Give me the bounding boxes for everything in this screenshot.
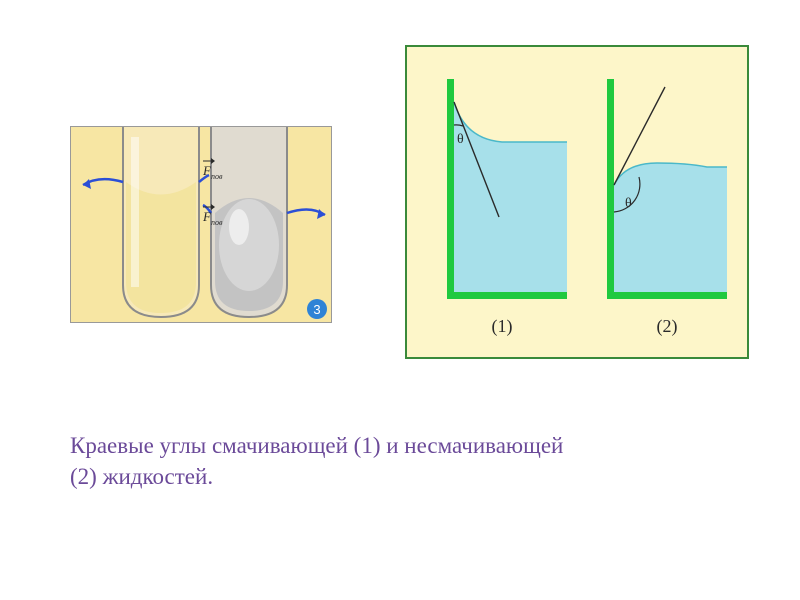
force-sub-bottom: пов: [211, 218, 223, 227]
photo-badge-number: 3: [313, 302, 320, 317]
test-tubes-illustration: F пов F пов 3: [71, 127, 331, 322]
contact-angle-diagrams: θ θ (1) (2): [407, 47, 747, 357]
panel-2: θ: [607, 79, 727, 299]
caption: Краевые углы смачивающей (1) и несмачива…: [70, 430, 710, 492]
theta-label-2: θ: [625, 196, 632, 211]
tube-wetting: [123, 127, 199, 317]
left-photo-panel: F пов F пов 3: [70, 126, 332, 323]
force-sub-top: пов: [211, 172, 223, 181]
panel-1-label: (1): [492, 316, 513, 337]
panel-1: θ: [447, 79, 567, 299]
panel-2-label: (2): [657, 316, 678, 337]
theta-label-1: θ: [457, 132, 464, 147]
caption-line-1: Краевые углы смачивающей (1) и несмачива…: [70, 433, 563, 458]
caption-line-2: (2) жидкостей.: [70, 464, 213, 489]
right-diagram-panel: θ θ (1) (2): [405, 45, 749, 359]
